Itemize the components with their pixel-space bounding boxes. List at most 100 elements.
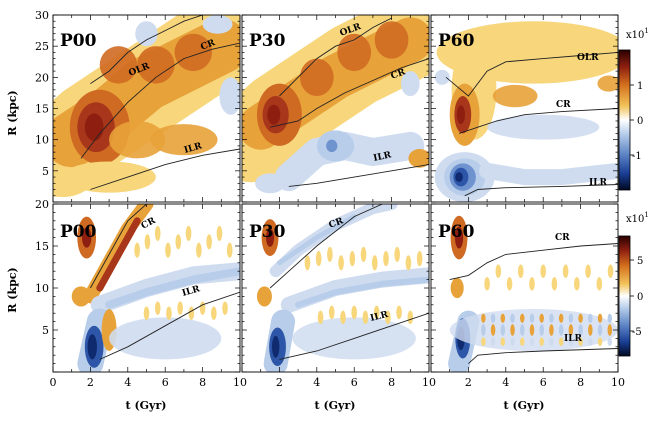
- field-blob: [405, 255, 412, 271]
- field-blob: [299, 58, 334, 97]
- field-blob: [135, 21, 158, 47]
- field-blob: [597, 313, 603, 323]
- ilr-curve: [99, 291, 240, 360]
- field-blob: [137, 46, 175, 84]
- field-blob: [520, 337, 525, 346]
- x-tick: 2: [276, 376, 283, 389]
- field-band: [295, 276, 429, 308]
- field-blob: [510, 313, 515, 323]
- field-blob: [517, 264, 524, 278]
- field-blob: [304, 255, 311, 271]
- field-blob: [558, 324, 564, 336]
- x-tick: 8: [388, 376, 395, 389]
- axis-ticks: [52, 14, 619, 373]
- field-blob: [349, 251, 356, 267]
- field-blob: [196, 242, 202, 258]
- field-blob: [188, 306, 195, 320]
- cr-curve: [269, 204, 383, 289]
- field-band: [276, 214, 357, 266]
- cr-label-top-p30: CR: [390, 67, 408, 82]
- field-blob: [327, 246, 333, 262]
- x-tick: 10: [611, 376, 625, 389]
- ilr-curve: [279, 312, 429, 360]
- field-blob: [144, 234, 151, 250]
- field-blob: [134, 242, 140, 258]
- ilr-curve: [90, 148, 240, 190]
- field-blob: [256, 286, 272, 307]
- panel-label-bottom-p60: P60: [438, 222, 475, 242]
- field-band: [479, 162, 618, 186]
- field-blob: [500, 337, 506, 346]
- field-blob: [407, 310, 414, 325]
- cr-curve: [449, 243, 618, 281]
- ilr-label-top-p00: ILR: [183, 141, 204, 156]
- colorbar-top-bar: [618, 49, 631, 191]
- field-blob: [338, 255, 344, 271]
- field-blob: [326, 139, 338, 153]
- field-blob: [226, 242, 233, 258]
- field-band: [280, 267, 429, 313]
- field-blob: [607, 337, 613, 346]
- y-axis-label-top: R (kpc): [6, 90, 19, 135]
- field-blob: [510, 337, 515, 346]
- y-tick-top: 5: [42, 165, 49, 178]
- panel-bottom-p30: [256, 204, 429, 372]
- x-tick: 6: [351, 376, 358, 389]
- field-blob: [481, 324, 486, 336]
- field-blob: [596, 277, 603, 291]
- field-blob: [373, 305, 380, 320]
- field-blob: [597, 337, 603, 346]
- colorbar-top-multiplier: x101: [626, 27, 649, 41]
- field-blob: [222, 301, 228, 315]
- x-tick: 6: [162, 376, 169, 389]
- panel-label-top-p60: P60: [438, 31, 475, 51]
- field-blob: [549, 313, 554, 323]
- field-blob: [490, 324, 496, 336]
- field-blob: [165, 242, 171, 258]
- x-axis-label-p60: t (Gyr): [504, 399, 545, 412]
- field-blob: [578, 324, 583, 336]
- field-blob: [487, 114, 600, 140]
- field-blob: [456, 105, 466, 125]
- field-blob: [87, 334, 97, 360]
- field-blob: [408, 149, 429, 168]
- field-blob: [481, 337, 486, 346]
- ilr-curve: [468, 348, 618, 364]
- field-blob: [394, 246, 401, 262]
- field-blob: [495, 264, 502, 278]
- colorbar-top: x101 1 0 -1: [618, 27, 649, 191]
- field-blob: [109, 317, 222, 360]
- field-band: [83, 204, 154, 304]
- field-blob: [588, 324, 593, 336]
- olr-curve: [279, 17, 392, 97]
- field-blob: [597, 75, 618, 92]
- olr-curve: [445, 51, 618, 97]
- field-band: [105, 267, 240, 309]
- x-tick: 4: [313, 376, 320, 389]
- field-blob: [568, 337, 574, 346]
- colorbar-top-tick-zero: 0: [637, 116, 643, 127]
- field-blob: [578, 337, 583, 346]
- field-blob: [337, 33, 372, 72]
- field-blob: [597, 324, 603, 336]
- olr-label-top-p60: OLR: [577, 53, 599, 63]
- x-tick: 6: [540, 376, 547, 389]
- field-blob: [558, 337, 564, 346]
- field-blob: [174, 33, 212, 72]
- field-blob: [206, 234, 212, 250]
- cr-curve: [458, 108, 618, 134]
- y-tick-bottom: 15: [35, 240, 49, 253]
- field-blob: [588, 313, 593, 323]
- field-blob: [529, 313, 535, 323]
- y-tick-bottom: 10: [35, 282, 49, 295]
- y-tick-top: 25: [35, 40, 49, 53]
- field-blob: [492, 84, 538, 108]
- field-blob: [529, 337, 535, 346]
- field-blob: [481, 313, 486, 323]
- field-blob: [539, 324, 544, 336]
- colorbar-bottom-tick-zero: 0: [637, 292, 643, 303]
- colorbar-bottom: x101 5 0 -5: [618, 211, 649, 357]
- field-blob: [271, 335, 280, 358]
- field-blob: [607, 313, 613, 323]
